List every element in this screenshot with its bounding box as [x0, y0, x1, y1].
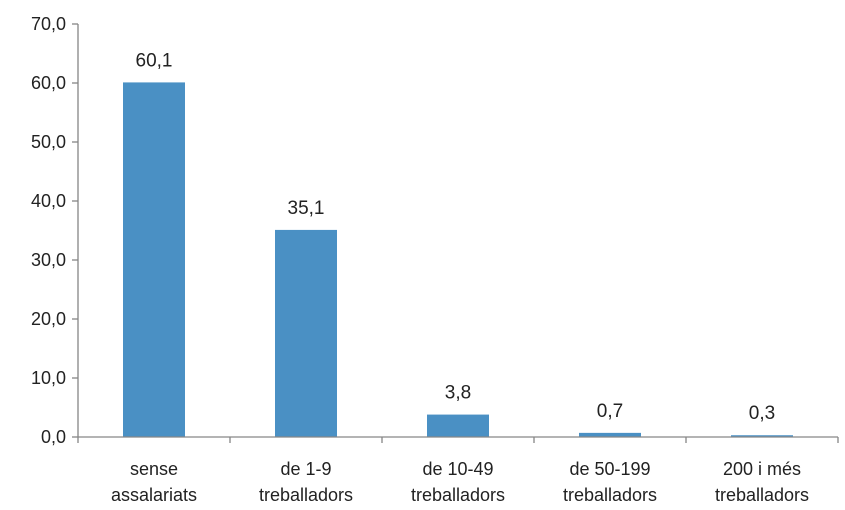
x-tick-label: treballadors	[411, 485, 505, 505]
y-tick-label: 10,0	[31, 368, 66, 388]
data-label: 0,7	[597, 401, 623, 422]
y-axis-ticks: 0,0 10,0 20,0 30,0 40,0 50,0 60,0 70,0	[31, 14, 78, 447]
x-tick-label: treballadors	[715, 485, 809, 505]
bar	[731, 435, 793, 437]
y-tick-label: 40,0	[31, 191, 66, 211]
y-tick-label: 60,0	[31, 73, 66, 93]
x-axis-labels: sense assalariats de 1-9 treballadors de 10-…	[111, 459, 809, 505]
x-tick-label: de 1-9	[280, 459, 331, 479]
bar	[579, 432, 641, 437]
data-label: 60,1	[136, 50, 173, 71]
data-label: 35,1	[288, 198, 325, 219]
x-tick-label: assalariats	[111, 485, 197, 505]
x-tick-label: 200 i més	[723, 459, 801, 479]
x-tick-label: de 50-199	[569, 459, 650, 479]
x-tick-label: treballadors	[563, 485, 657, 505]
y-tick-label: 50,0	[31, 132, 66, 152]
data-label: 0,3	[749, 403, 775, 424]
y-tick-label: 70,0	[31, 14, 66, 34]
bar	[123, 82, 185, 437]
x-tick-label: treballadors	[259, 485, 353, 505]
x-tick-label: sense	[130, 459, 178, 479]
y-tick-label: 0,0	[41, 427, 66, 447]
data-label: 3,8	[445, 383, 471, 404]
bars	[123, 82, 793, 437]
bar	[427, 414, 489, 437]
x-axis	[77, 24, 839, 443]
y-tick-label: 20,0	[31, 309, 66, 329]
data-labels: 60,1 35,1 3,8 0,7 0,3	[136, 50, 776, 424]
x-tick-label: de 10-49	[422, 459, 493, 479]
bar	[275, 229, 337, 437]
y-tick-label: 30,0	[31, 250, 66, 270]
